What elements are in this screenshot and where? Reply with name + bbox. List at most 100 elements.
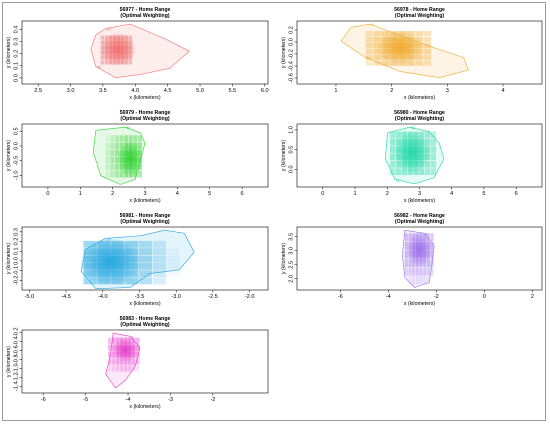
density-cell (415, 276, 419, 285)
density-cell (365, 54, 374, 60)
density-cell (390, 168, 396, 175)
density-cell (105, 171, 110, 178)
density-cell (108, 344, 112, 351)
density-cell (138, 248, 152, 255)
density-cell (136, 351, 140, 358)
y-tick-label: 0.3 (14, 228, 20, 236)
density-cell (419, 276, 423, 285)
y-axis-label: y (kilometers) (6, 243, 12, 274)
density-cell (423, 48, 432, 54)
density-cell (423, 267, 427, 276)
y-tick-label: 0.0 (14, 257, 20, 265)
density-cell (425, 161, 431, 168)
density-cell (128, 135, 133, 142)
density-cell (110, 142, 115, 149)
density-cell (423, 37, 432, 43)
density-cell (120, 358, 124, 365)
density-cell (124, 135, 129, 142)
density-cell (132, 358, 136, 365)
density-cell (116, 365, 120, 372)
density-cell (152, 262, 166, 270)
x-tick-label: -6 (41, 397, 46, 403)
y-axis-label: y (kilometers) (281, 140, 287, 171)
chart-title: 56979 - Home Range (120, 110, 171, 116)
x-tick-label: 0 (321, 191, 324, 197)
point-label: 3 (131, 335, 133, 339)
x-tick-label: -5.0 (25, 294, 35, 300)
density-cell (137, 142, 142, 149)
density-cell (152, 240, 166, 248)
density-cell (419, 267, 423, 276)
x-tick-label: 2 (386, 191, 389, 197)
x-tick-label: 2 (390, 88, 393, 94)
density-cell (166, 262, 180, 270)
chart-title: 56977 - Home Range (120, 7, 171, 13)
density-cell (390, 146, 396, 153)
density-cell (112, 337, 116, 344)
panel-56980: 56980 - Home Range(Optimal Weighting)301… (281, 110, 543, 204)
y-tick-label: -0.2 (289, 49, 295, 59)
y-tick-label: -1.0 (14, 363, 20, 373)
density-cell (108, 351, 112, 358)
x-tick-label: 3 (446, 88, 449, 94)
y-tick-label: 0.1 (14, 62, 20, 70)
plot-area (21, 329, 269, 394)
x-tick-label: 4 (501, 88, 504, 94)
x-tick-label: -4.5 (61, 294, 71, 300)
density-cell (430, 146, 436, 153)
density-cell (404, 267, 408, 276)
chart-title: 56978 - Home Range (394, 7, 445, 13)
density-cell (112, 365, 116, 372)
x-tick-label: 5 (208, 191, 211, 197)
y-tick-label: 0.5 (14, 127, 20, 135)
density-cell (125, 277, 139, 285)
density-cell (138, 262, 152, 270)
point-label: 30 (107, 237, 111, 241)
core-hotspot (113, 338, 138, 362)
density-cell (83, 240, 97, 248)
point-label: 19 (107, 28, 111, 32)
density-cell (132, 337, 136, 344)
density-cell (152, 277, 166, 285)
density-cell (128, 60, 133, 65)
x-tick-label: -3.5 (135, 294, 145, 300)
x-axis-label: x (kilometers) (404, 198, 435, 204)
x-tick-label: -4.0 (98, 294, 108, 300)
density-cell (114, 135, 119, 142)
density-cell (132, 365, 136, 372)
core-hotspot (407, 233, 432, 266)
x-tick-label: 1 (353, 191, 356, 197)
density-cell (365, 48, 374, 54)
density-cell (425, 131, 431, 139)
density-cell (100, 60, 105, 65)
x-tick-label: 0 (483, 294, 486, 300)
y-tick-label: -0.5 (14, 156, 20, 166)
density-cell (406, 60, 415, 66)
y-tick-label: -0.6 (14, 345, 20, 355)
density-cell (136, 344, 140, 351)
y-tick-label: 0.0 (14, 142, 20, 150)
x-tick-label: 4.5 (164, 88, 172, 94)
point-label: 44 (126, 126, 130, 130)
x-tick-label: -2.0 (245, 294, 255, 300)
density-cell (408, 259, 412, 268)
density-cell (365, 60, 374, 66)
y-tick-label: 3.0 (289, 247, 295, 255)
density-cell (415, 54, 423, 60)
density-cell (390, 161, 396, 168)
y-tick-label: -1.4 (14, 381, 20, 391)
density-cell (373, 60, 382, 66)
y-tick-label: -0.4 (14, 336, 20, 346)
density-cell (426, 276, 430, 285)
density-cell (133, 135, 138, 142)
density-cell (426, 233, 430, 242)
panel-56978: 56978 - Home Range(Optimal Weighting) 1 50… (281, 7, 543, 101)
x-axis-label: x (kilometers) (129, 301, 160, 307)
y-axis-label: y (kilometers) (6, 346, 12, 377)
density-cell (108, 337, 112, 344)
density-cell (124, 358, 128, 365)
density-cell (408, 267, 412, 276)
density-cell (430, 233, 434, 242)
density-cell (401, 168, 407, 175)
density-cell (430, 259, 434, 268)
